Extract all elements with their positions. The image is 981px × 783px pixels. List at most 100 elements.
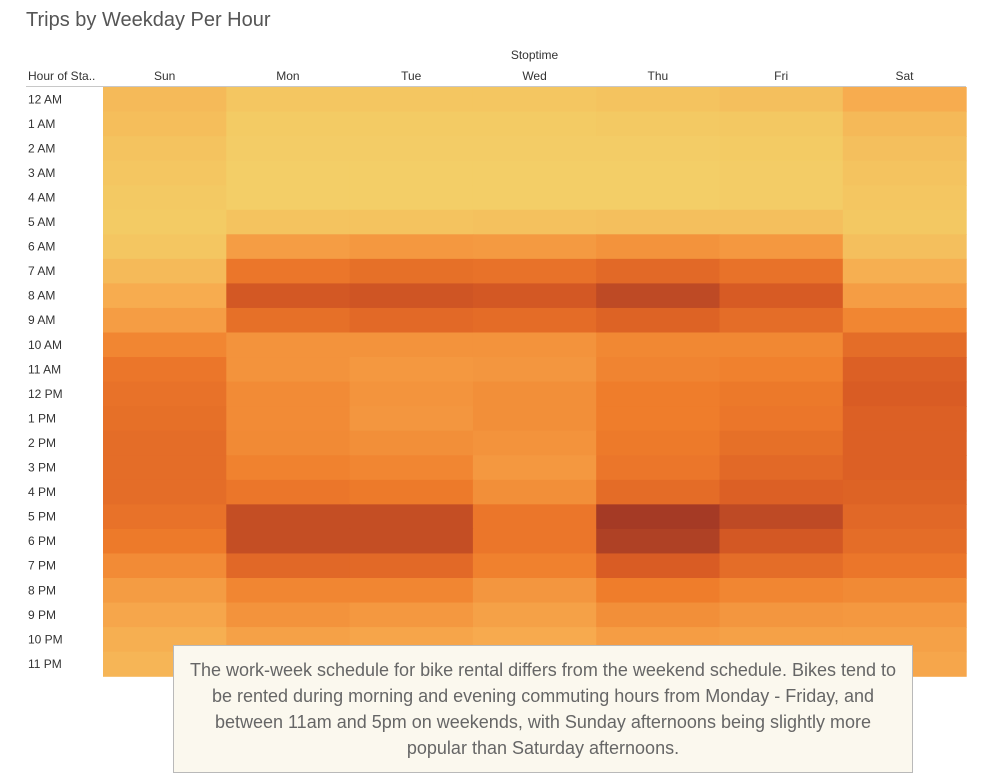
heatmap-cell[interactable]: [596, 430, 721, 456]
heatmap-cell[interactable]: [226, 283, 351, 309]
heatmap-cell[interactable]: [226, 136, 351, 162]
heatmap-cell[interactable]: [596, 111, 721, 137]
heatmap-cell[interactable]: [349, 283, 474, 309]
heatmap-cell[interactable]: [842, 553, 967, 579]
heatmap-cell[interactable]: [349, 430, 474, 456]
heatmap-cell[interactable]: [472, 283, 597, 309]
heatmap-cell[interactable]: [103, 357, 227, 383]
heatmap-cell[interactable]: [842, 602, 967, 628]
heatmap-cell[interactable]: [103, 455, 227, 481]
heatmap-cell[interactable]: [719, 332, 844, 358]
heatmap-cell[interactable]: [226, 528, 351, 555]
heatmap-cell[interactable]: [719, 185, 844, 211]
heatmap-cell[interactable]: [596, 528, 721, 555]
heatmap-cell[interactable]: [842, 406, 967, 432]
heatmap-cell[interactable]: [349, 258, 474, 284]
heatmap-cell[interactable]: [842, 455, 967, 481]
heatmap-cell[interactable]: [842, 307, 967, 334]
heatmap-cell[interactable]: [349, 504, 474, 530]
heatmap-cell[interactable]: [349, 234, 474, 260]
heatmap-cell[interactable]: [472, 87, 597, 113]
heatmap-cell[interactable]: [719, 258, 844, 284]
heatmap-cell[interactable]: [596, 553, 721, 579]
heatmap-cell[interactable]: [842, 479, 967, 505]
heatmap-cell[interactable]: [596, 185, 721, 211]
heatmap-cell[interactable]: [103, 504, 227, 530]
heatmap-cell[interactable]: [349, 406, 474, 432]
heatmap-cell[interactable]: [103, 136, 227, 162]
heatmap-cell[interactable]: [349, 381, 474, 407]
heatmap-cell[interactable]: [349, 357, 474, 383]
heatmap-cell[interactable]: [842, 185, 967, 211]
heatmap-cell[interactable]: [719, 430, 844, 456]
heatmap-cell[interactable]: [349, 578, 474, 604]
heatmap-cell[interactable]: [472, 504, 597, 530]
heatmap-cell[interactable]: [226, 307, 351, 334]
heatmap-cell[interactable]: [103, 381, 227, 407]
heatmap-cell[interactable]: [596, 136, 721, 162]
heatmap-cell[interactable]: [596, 578, 721, 604]
heatmap-cell[interactable]: [103, 332, 227, 358]
heatmap-cell[interactable]: [226, 111, 351, 137]
heatmap-cell[interactable]: [719, 553, 844, 579]
heatmap-cell[interactable]: [349, 602, 474, 628]
heatmap-cell[interactable]: [472, 430, 597, 456]
heatmap-cell[interactable]: [842, 234, 967, 260]
heatmap-cell[interactable]: [842, 160, 967, 186]
heatmap-cell[interactable]: [349, 553, 474, 579]
heatmap-cell[interactable]: [226, 332, 351, 358]
heatmap-cell[interactable]: [226, 381, 351, 407]
heatmap-cell[interactable]: [472, 406, 597, 432]
heatmap-cell[interactable]: [103, 258, 227, 284]
heatmap-cell[interactable]: [103, 283, 227, 309]
heatmap-cell[interactable]: [472, 602, 597, 628]
heatmap-cell[interactable]: [719, 528, 844, 555]
heatmap-cell[interactable]: [472, 332, 597, 358]
heatmap-cell[interactable]: [349, 160, 474, 186]
row-axis-header[interactable]: Hour of Sta..: [28, 69, 96, 83]
heatmap-cell[interactable]: [103, 553, 227, 579]
heatmap-cell[interactable]: [349, 185, 474, 211]
heatmap-cell[interactable]: [472, 111, 597, 137]
heatmap-cell[interactable]: [719, 283, 844, 309]
heatmap-cell[interactable]: [596, 381, 721, 407]
heatmap-cell[interactable]: [719, 357, 844, 383]
heatmap-cell[interactable]: [472, 234, 597, 260]
heatmap-cell[interactable]: [472, 455, 597, 481]
heatmap-cell[interactable]: [349, 479, 474, 505]
heatmap-cell[interactable]: [719, 479, 844, 505]
heatmap-cell[interactable]: [719, 504, 844, 530]
heatmap-cell[interactable]: [103, 234, 227, 260]
heatmap-cell[interactable]: [842, 332, 967, 358]
heatmap-cell[interactable]: [596, 479, 721, 505]
heatmap-cell[interactable]: [472, 136, 597, 162]
heatmap-cell[interactable]: [472, 258, 597, 284]
heatmap-cell[interactable]: [719, 406, 844, 432]
heatmap-cell[interactable]: [472, 185, 597, 211]
heatmap-cell[interactable]: [103, 479, 227, 505]
heatmap-cell[interactable]: [349, 455, 474, 481]
heatmap-cell[interactable]: [226, 553, 351, 579]
heatmap-cell[interactable]: [719, 136, 844, 162]
heatmap-cell[interactable]: [596, 258, 721, 284]
heatmap-cell[interactable]: [103, 160, 227, 186]
heatmap-cell[interactable]: [103, 209, 227, 235]
heatmap-cell[interactable]: [472, 479, 597, 505]
heatmap-cell[interactable]: [226, 430, 351, 456]
heatmap-cell[interactable]: [596, 406, 721, 432]
heatmap-cell[interactable]: [472, 381, 597, 407]
heatmap-cell[interactable]: [226, 357, 351, 383]
heatmap-cell[interactable]: [472, 528, 597, 555]
heatmap-cell[interactable]: [103, 602, 227, 628]
heatmap-cell[interactable]: [719, 87, 844, 113]
heatmap-cell[interactable]: [349, 307, 474, 334]
heatmap-cell[interactable]: [226, 234, 351, 260]
heatmap-cell[interactable]: [472, 307, 597, 334]
heatmap-cell[interactable]: [596, 332, 721, 358]
heatmap-cell[interactable]: [842, 111, 967, 137]
heatmap-cell[interactable]: [842, 504, 967, 530]
heatmap-cell[interactable]: [226, 87, 351, 113]
heatmap-cell[interactable]: [103, 578, 227, 604]
heatmap-cell[interactable]: [349, 332, 474, 358]
heatmap-cell[interactable]: [103, 185, 227, 211]
